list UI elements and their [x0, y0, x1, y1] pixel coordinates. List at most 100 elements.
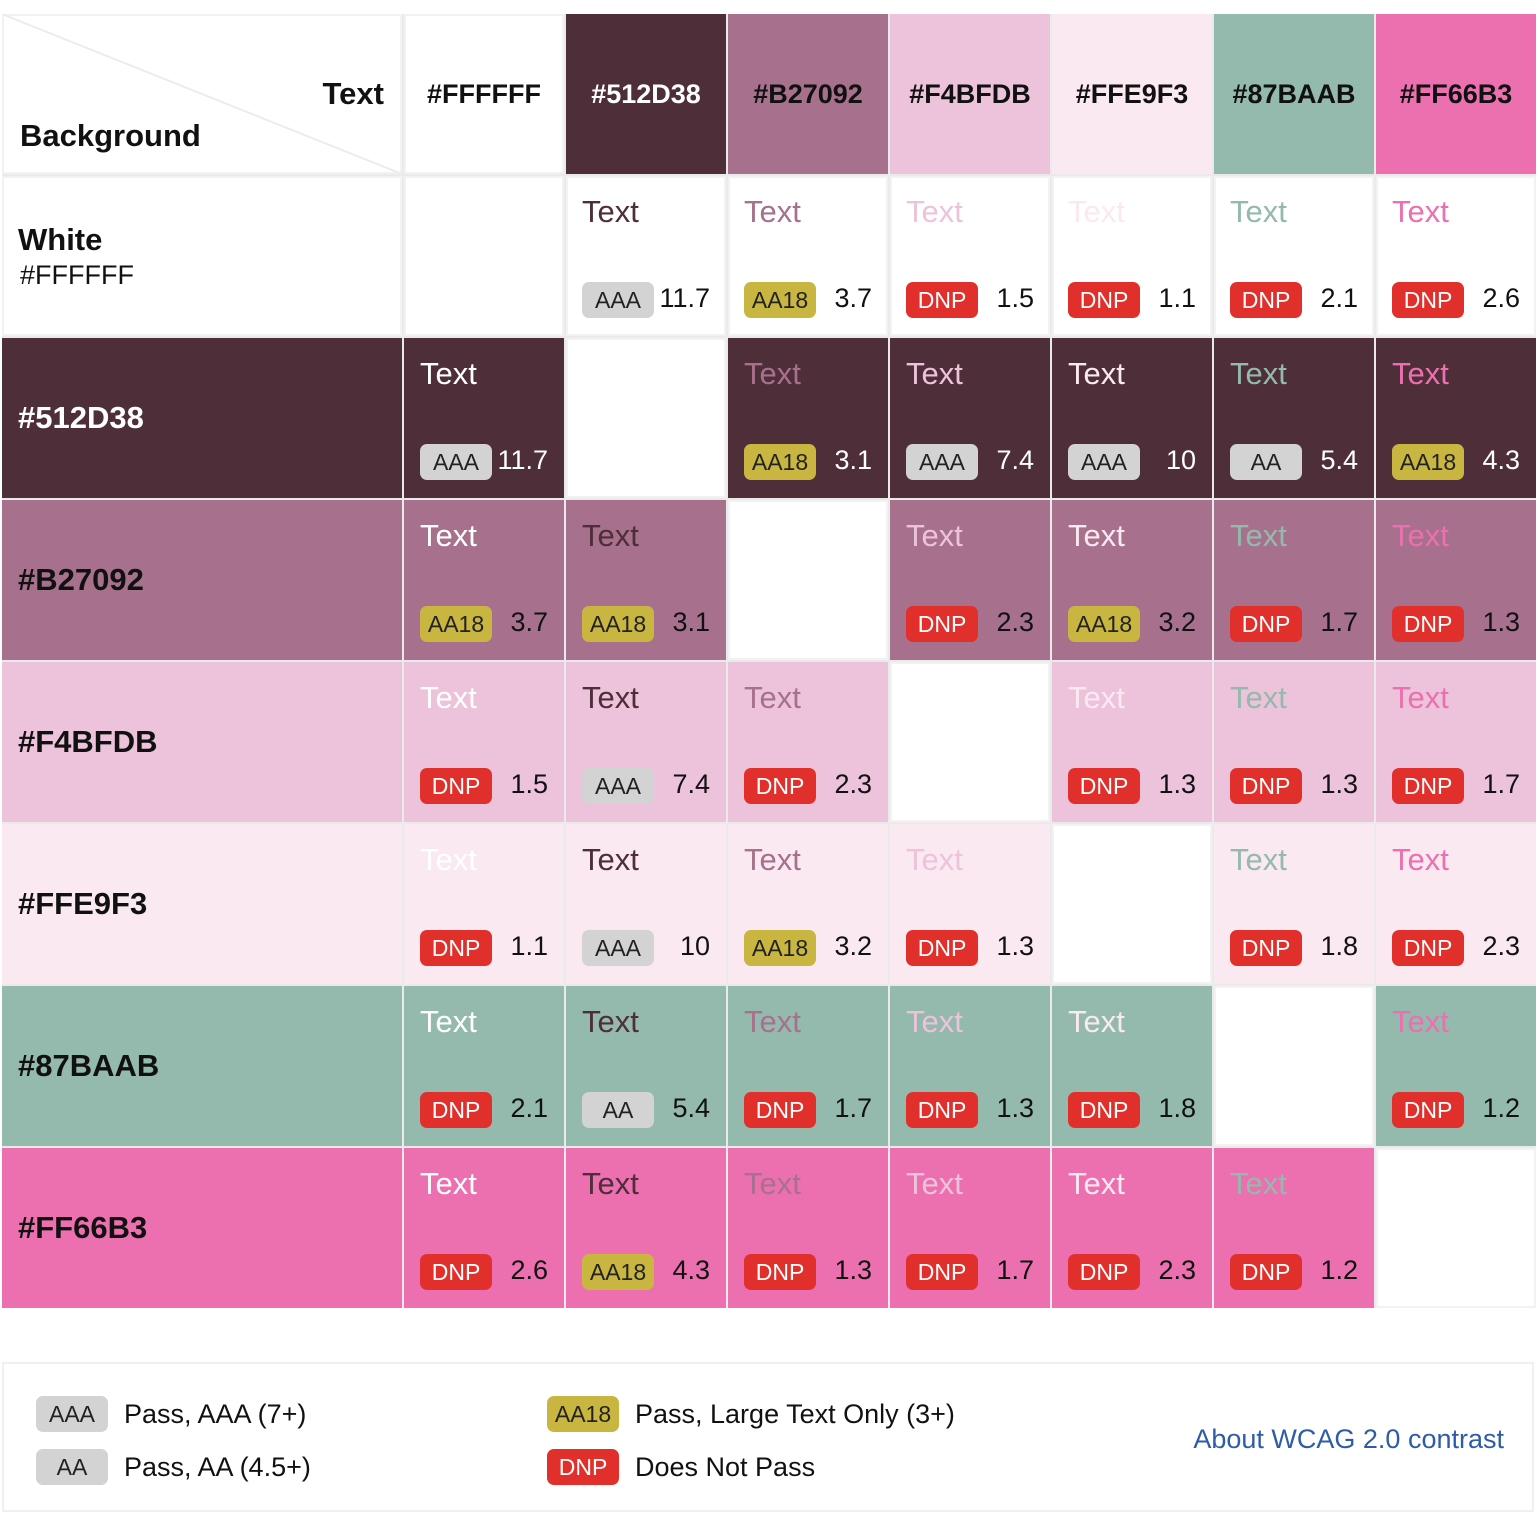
text-sample: Text — [744, 356, 801, 391]
text-sample: Text — [1392, 356, 1449, 391]
rating-badge: DNP — [1392, 606, 1464, 642]
text-sample: Text — [906, 1166, 963, 1201]
contrast-ratio: 10 — [679, 931, 710, 961]
contrast-cell-ffe9f3-b27092: Text AA18 3.2 — [728, 824, 888, 984]
contrast-cell-white-b27092: Text AA18 3.7 — [728, 176, 888, 336]
contrast-cell-87baab-ff66b3: Text DNP 1.2 — [1376, 986, 1536, 1146]
empty-cell — [1214, 986, 1374, 1146]
contrast-cell-ff66b3-ffffff: Text DNP 2.6 — [404, 1148, 564, 1308]
empty-cell — [1052, 824, 1212, 984]
text-sample: Text — [420, 1166, 477, 1201]
rating-badge: AAA — [582, 768, 654, 804]
contrast-cell-b27092-f4bfdb: Text DNP 2.3 — [890, 500, 1050, 660]
text-sample: Text — [1068, 680, 1125, 715]
rating-badge: AAA — [420, 444, 492, 480]
row-header-b27092: #B27092 — [2, 500, 402, 660]
contrast-cell-ff66b3-87baab: Text DNP 1.2 — [1214, 1148, 1374, 1308]
text-sample: Text — [744, 194, 801, 229]
text-sample: Text — [1068, 194, 1125, 229]
text-sample: Text — [1230, 1166, 1287, 1201]
text-sample: Text — [744, 842, 801, 877]
contrast-cell-f4bfdb-ffffff: Text DNP 1.5 — [404, 662, 564, 822]
aaa-badge: AAA — [36, 1396, 108, 1432]
contrast-cell-512d38-f4bfdb: Text AAA 7.4 — [890, 338, 1050, 498]
contrast-ratio: 4.3 — [672, 1255, 710, 1285]
contrast-cell-b27092-ffe9f3: Text AA18 3.2 — [1052, 500, 1212, 660]
rating-badge: AA18 — [744, 282, 816, 318]
rating-badge: DNP — [906, 1254, 978, 1290]
rating-badge: DNP — [1230, 282, 1302, 318]
text-sample: Text — [1392, 1004, 1449, 1039]
row-name: #F4BFDB — [18, 724, 158, 759]
contrast-cell-b27092-87baab: Text DNP 1.7 — [1214, 500, 1374, 660]
contrast-ratio: 5.4 — [1320, 445, 1358, 475]
rating-badge: DNP — [420, 768, 492, 804]
text-sample: Text — [906, 842, 963, 877]
contrast-ratio: 1.3 — [1320, 769, 1358, 799]
text-sample: Text — [1392, 194, 1449, 229]
legend-item-aa18: AA18 Pass, Large Text Only (3+) — [547, 1396, 955, 1432]
contrast-ratio: 1.3 — [1482, 607, 1520, 637]
contrast-ratio: 3.2 — [834, 931, 872, 961]
empty-cell — [1376, 1148, 1536, 1308]
rating-badge: DNP — [1068, 1254, 1140, 1290]
rating-badge: DNP — [1230, 768, 1302, 804]
text-sample: Text — [1230, 518, 1287, 553]
text-sample: Text — [1068, 1166, 1125, 1201]
contrast-cell-ff66b3-512d38: Text AA18 4.3 — [566, 1148, 726, 1308]
contrast-ratio: 1.5 — [996, 283, 1034, 313]
row-header-f4bfdb: #F4BFDB — [2, 662, 402, 822]
row-header-87baab: #87BAAB — [2, 986, 402, 1146]
contrast-ratio: 3.1 — [672, 607, 710, 637]
rating-badge: DNP — [1392, 930, 1464, 966]
row-name: #FF66B3 — [18, 1210, 148, 1245]
rating-badge: DNP — [1230, 930, 1302, 966]
contrast-cell-ffe9f3-ffffff: Text DNP 1.1 — [404, 824, 564, 984]
row-name: #B27092 — [18, 562, 144, 597]
contrast-cell-white-f4bfdb: Text DNP 1.5 — [890, 176, 1050, 336]
legend-label: Does Not Pass — [635, 1451, 816, 1482]
contrast-cell-ffe9f3-512d38: Text AAA 10 — [566, 824, 726, 984]
rating-badge: AAA — [1068, 444, 1140, 480]
corner-header: Text Background — [2, 14, 402, 174]
row-header-white: White #FFFFFF — [2, 176, 402, 336]
rating-badge: DNP — [1230, 1254, 1302, 1290]
empty-cell — [890, 662, 1050, 822]
contrast-ratio: 3.1 — [834, 445, 872, 475]
rating-badge: AA18 — [420, 606, 492, 642]
text-sample: Text — [420, 518, 477, 553]
text-sample: Text — [582, 842, 639, 877]
row-hex: #FFFFFF — [20, 260, 134, 290]
rating-badge: AA18 — [582, 606, 654, 642]
column-header-512d38: #512D38 — [566, 14, 726, 174]
text-sample: Text — [420, 680, 477, 715]
text-sample: Text — [744, 1166, 801, 1201]
text-sample: Text — [1392, 842, 1449, 877]
contrast-ratio: 7.4 — [672, 769, 710, 799]
background-axis-label: Background — [20, 118, 201, 153]
text-sample: Text — [906, 356, 963, 391]
about-wcag-link[interactable]: About WCAG 2.0 contrast — [1193, 1424, 1504, 1454]
contrast-ratio: 3.7 — [510, 607, 548, 637]
column-header-ff66b3: #FF66B3 — [1376, 14, 1536, 174]
column-header-ffffff: #FFFFFF — [404, 14, 564, 174]
contrast-ratio: 1.5 — [510, 769, 548, 799]
contrast-cell-ffe9f3-ff66b3: Text DNP 2.3 — [1376, 824, 1536, 984]
row-name: #FFE9F3 — [18, 886, 148, 921]
text-sample: Text — [1068, 356, 1125, 391]
rating-badge: DNP — [420, 1254, 492, 1290]
contrast-ratio: 2.3 — [834, 769, 872, 799]
row-header-ffe9f3: #FFE9F3 — [2, 824, 402, 984]
contrast-cell-b27092-ffffff: Text AA18 3.7 — [404, 500, 564, 660]
text-sample: Text — [744, 680, 801, 715]
contrast-ratio: 1.2 — [1320, 1255, 1358, 1285]
contrast-cell-87baab-f4bfdb: Text DNP 1.3 — [890, 986, 1050, 1146]
legend-label: Pass, AA (4.5+) — [124, 1451, 311, 1482]
legend-item-aa: AA Pass, AA (4.5+) — [36, 1449, 311, 1485]
rating-badge: DNP — [420, 930, 492, 966]
contrast-cell-f4bfdb-ff66b3: Text DNP 1.7 — [1376, 662, 1536, 822]
empty-cell — [404, 176, 564, 336]
contrast-cell-b27092-ff66b3: Text DNP 1.3 — [1376, 500, 1536, 660]
contrast-ratio: 3.2 — [1158, 607, 1196, 637]
contrast-cell-512d38-b27092: Text AA18 3.1 — [728, 338, 888, 498]
